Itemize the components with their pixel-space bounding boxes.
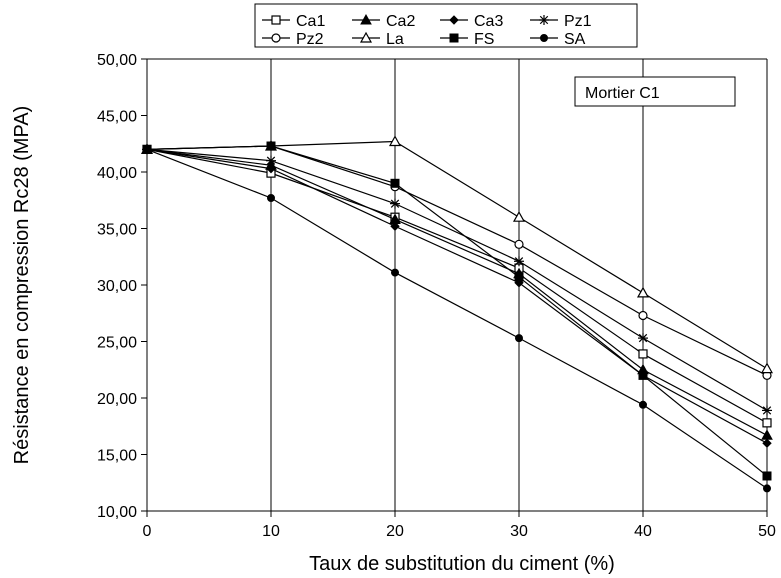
- data-point-ca1: [638, 349, 648, 359]
- data-point-ca3: [266, 163, 276, 174]
- data-point-la: [636, 286, 650, 298]
- y-tick-label: 35,00: [97, 222, 137, 239]
- star-stroke: [514, 257, 524, 266]
- legend-item-fs: FS: [440, 31, 494, 48]
- data-point-fs: [514, 272, 524, 282]
- series-line-ca1: [146, 148, 768, 424]
- legend-item-pz1: Pz1: [530, 13, 592, 30]
- data-point-pz1: [514, 256, 524, 267]
- data-point-pz1: [390, 198, 400, 209]
- axis-layer: 10,00 15,00 20,00 25,00 30,00 35,00 40,00 45,00…: [97, 52, 776, 540]
- star-stroke: [539, 15, 549, 25]
- data-point-fs: [390, 178, 400, 188]
- legend-label-fs: FS: [474, 31, 494, 48]
- data-point-pz1: [762, 405, 772, 416]
- legend-marker-fs: [449, 33, 459, 43]
- data-point-pz1: [638, 333, 648, 344]
- y-tick-label: 50,00: [97, 52, 137, 69]
- data-point-ca3: [762, 438, 772, 448]
- series-line-pz1: [146, 148, 768, 411]
- legend-marker-pz2: [271, 33, 281, 43]
- y-tick-label: 10,00: [97, 504, 137, 521]
- data-point-sa: [763, 484, 771, 493]
- y-tick-label: 40,00: [97, 165, 137, 182]
- legend-marker-ca2: [360, 13, 372, 25]
- annotation: Mortier C1: [574, 76, 736, 107]
- legend-marker-ca3: [449, 15, 459, 25]
- legend-item-ca1: Ca1: [262, 13, 325, 30]
- legend: Ca1 Ca2 Ca3 Pz1 Pz2 La FS SA: [254, 3, 638, 48]
- legend-marker-ca1: [271, 15, 281, 25]
- legend-item-pz2: Pz2: [262, 31, 324, 48]
- data-point-sa: [515, 334, 523, 343]
- legend-item-ca3: Ca3: [440, 13, 503, 30]
- data-point-sa: [391, 268, 399, 277]
- x-tick-label: 30: [510, 523, 528, 540]
- star-stroke: [638, 333, 648, 343]
- annotation-label: Mortier C1: [585, 85, 660, 102]
- y-tick-label: 45,00: [97, 109, 137, 126]
- legend-label-sa: SA: [564, 31, 586, 48]
- data-point-pz2: [638, 310, 648, 321]
- legend-marker-sa: [540, 34, 548, 42]
- legend-label-ca1: Ca1: [296, 13, 325, 30]
- legend-marker-la: [359, 31, 373, 43]
- data-point-pz1: [266, 155, 276, 166]
- legend-item-ca2: Ca2: [352, 13, 415, 30]
- y-tick-label: 20,00: [97, 391, 137, 408]
- x-tick-label: 20: [386, 523, 404, 540]
- legend-label-pz2: Pz2: [296, 31, 324, 48]
- series-sa: [143, 145, 771, 493]
- legend-label-ca2: Ca2: [386, 13, 415, 30]
- data-point-fs: [762, 471, 772, 481]
- data-point-sa: [639, 400, 647, 409]
- legend-label-la: La: [386, 31, 404, 48]
- series-line-sa: [146, 148, 768, 489]
- y-tick-label: 15,00: [97, 448, 137, 465]
- legend-item-la: La: [352, 31, 404, 48]
- annotation-box: [574, 76, 736, 107]
- data-point-ca1: [762, 418, 772, 428]
- y-axis-title: Résistance en compression Rc28 (MPA): [11, 106, 33, 465]
- legend-label-pz1: Pz1: [564, 13, 592, 30]
- legend-item-sa: SA: [530, 31, 586, 48]
- data-point-la: [512, 210, 526, 222]
- series-line-ca3: [146, 148, 768, 444]
- series-line-ca2: [146, 148, 768, 436]
- star-stroke: [762, 406, 772, 415]
- data-point-ca3: [390, 221, 400, 231]
- star-stroke: [390, 199, 400, 208]
- x-tick-label: 10: [262, 523, 280, 540]
- x-axis-title: Taux de substitution du ciment (%): [309, 553, 615, 575]
- star-stroke: [266, 156, 276, 165]
- data-point-fs: [266, 141, 276, 151]
- data-point-sa: [143, 145, 151, 154]
- legend-box: [254, 3, 638, 48]
- series-layer: [140, 135, 774, 493]
- data-point-sa: [267, 193, 275, 202]
- x-tick-label: 0: [143, 523, 152, 540]
- data-point-fs: [638, 370, 648, 380]
- data-point-la: [760, 362, 774, 374]
- x-tick-label: 50: [758, 523, 776, 540]
- legend-label-ca3: Ca3: [474, 13, 503, 30]
- series-line-fs: [146, 145, 768, 477]
- data-point-la: [388, 135, 402, 147]
- legend-marker-pz1: [539, 15, 549, 25]
- data-point-pz2: [514, 239, 524, 249]
- x-tick-label: 40: [634, 523, 652, 540]
- y-tick-label: 30,00: [97, 278, 137, 295]
- y-tick-label: 25,00: [97, 335, 137, 352]
